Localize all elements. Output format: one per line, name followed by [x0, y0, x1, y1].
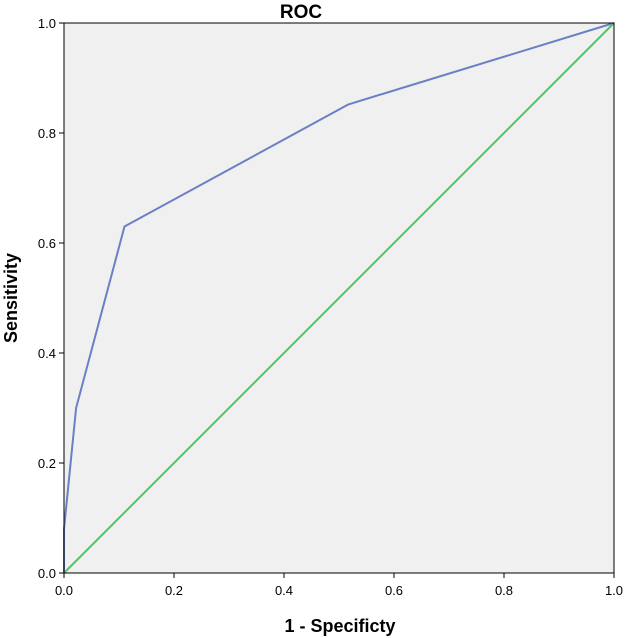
x-tick-label: 0.6	[385, 583, 403, 598]
y-tick-label: 1.0	[38, 16, 56, 31]
y-tick-label: 0.4	[38, 346, 56, 361]
y-tick-label: 0.8	[38, 126, 56, 141]
x-tick-label: 0.4	[275, 583, 293, 598]
reference-line	[63, 22, 615, 574]
x-tick-label: 0.8	[495, 583, 513, 598]
plot-frame	[63, 22, 615, 574]
y-tick-label: 0.0	[38, 566, 56, 581]
chart-title: ROC	[280, 2, 323, 23]
x-tick-label: 0.0	[55, 583, 73, 598]
x-axis-label: 1 - Specificty	[284, 616, 395, 636]
y-tick-label: 0.2	[38, 456, 56, 471]
x-tick-label: 1.0	[605, 583, 623, 598]
y-axis: 0.0 0.2 0.4 0.6 0.8 1.0	[38, 16, 64, 581]
y-axis-label: Sensitivity	[1, 253, 21, 343]
x-axis: 0.0 0.2 0.4 0.6 0.8 1.0	[55, 573, 623, 598]
y-tick-label: 0.6	[38, 236, 56, 251]
x-tick-label: 0.2	[165, 583, 183, 598]
